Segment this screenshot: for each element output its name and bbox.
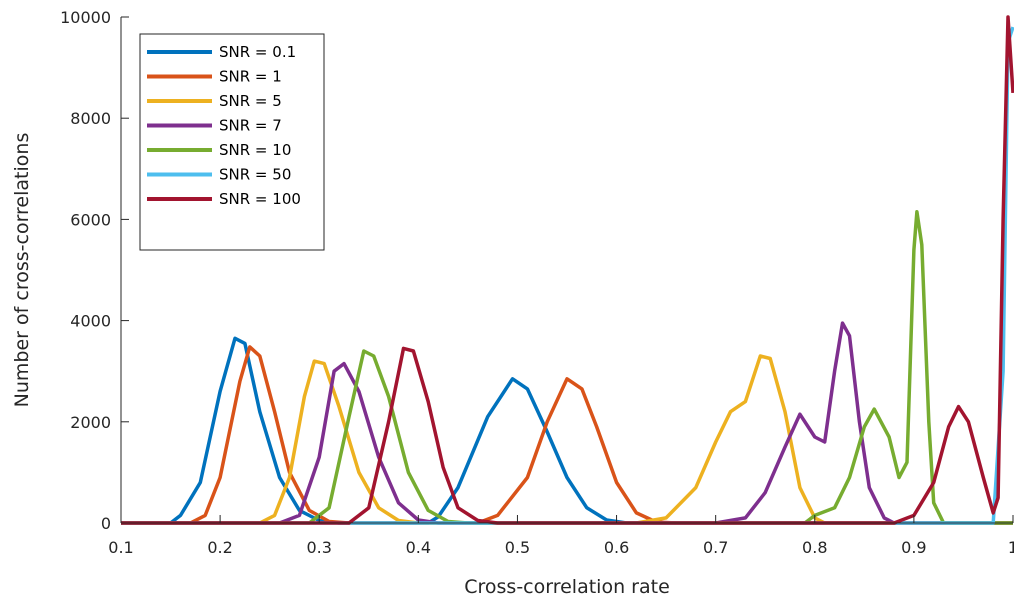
axes: 0.1 0.2 0.3 0.4 0.5 0.6 0.7 0.8 0.9 1 0 2000 4000 600…	[60, 8, 1014, 557]
legend-box	[139, 33, 325, 251]
x-tick-label: 0.9	[901, 538, 926, 557]
legend: SNR = 0.1 SNR = 1 SNR = 5 SNR = 7 SNR = 10 SN…	[139, 33, 325, 251]
x-axis-label: Cross-correlation rate	[464, 576, 670, 598]
legend-label-1: SNR = 1	[219, 68, 282, 86]
y-tick-label: 10000	[60, 8, 111, 27]
x-tick-label: 0.1	[108, 538, 133, 557]
series-line-3	[121, 321, 1013, 525]
x-tick-label: 0.3	[306, 538, 331, 557]
x-tick-label: 0.7	[703, 538, 728, 557]
y-tick-label: 6000	[70, 210, 111, 229]
x-tick-label: 0.6	[604, 538, 629, 557]
x-tick-label: 1	[1008, 538, 1014, 557]
legend-label-4: SNR = 10	[219, 141, 291, 159]
legend-label-6: SNR = 100	[219, 190, 301, 208]
legend-label-3: SNR = 7	[219, 117, 282, 135]
y-tick-label: 2000	[70, 413, 111, 432]
x-tick-label: 0.5	[505, 538, 530, 557]
x-tick-label: 0.8	[802, 538, 827, 557]
series-line-4	[121, 210, 1013, 525]
y-tick-label: 8000	[70, 109, 111, 128]
series-line-1	[121, 345, 1013, 525]
series-line-0	[121, 336, 1013, 525]
x-tick-label: 0.2	[207, 538, 232, 557]
legend-label-0: SNR = 0.1	[219, 43, 296, 61]
y-tick-label: 0	[101, 514, 111, 533]
y-axis-label: Number of cross-correlations	[11, 133, 33, 408]
legend-label-2: SNR = 5	[219, 92, 282, 110]
x-tick-label: 0.4	[406, 538, 431, 557]
y-tick-label: 4000	[70, 312, 111, 331]
legend-label-5: SNR = 50	[219, 166, 291, 184]
